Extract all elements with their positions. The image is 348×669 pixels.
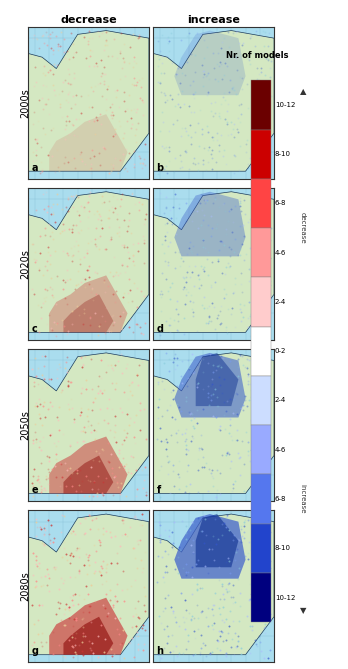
Title: increase: increase — [187, 15, 240, 25]
Text: e: e — [31, 485, 38, 495]
Text: f: f — [157, 485, 161, 495]
Text: 10-12: 10-12 — [275, 595, 295, 601]
Title: decrease: decrease — [60, 15, 117, 25]
Polygon shape — [49, 276, 127, 332]
Polygon shape — [174, 514, 246, 579]
Polygon shape — [63, 456, 113, 494]
Polygon shape — [28, 192, 149, 332]
Polygon shape — [63, 294, 113, 332]
Text: a: a — [31, 163, 38, 173]
Text: 8-10: 8-10 — [275, 545, 291, 551]
Text: d: d — [157, 324, 164, 334]
Text: h: h — [157, 646, 164, 656]
Text: g: g — [31, 646, 39, 656]
Text: 4-6: 4-6 — [275, 250, 286, 256]
Polygon shape — [196, 514, 238, 567]
Polygon shape — [153, 31, 274, 171]
Y-axis label: 2050s: 2050s — [20, 410, 30, 440]
Text: 8-10: 8-10 — [275, 151, 291, 157]
Text: 0-2: 0-2 — [275, 349, 286, 354]
Polygon shape — [49, 114, 127, 171]
Polygon shape — [153, 192, 274, 332]
Text: ▼: ▼ — [300, 607, 306, 615]
Y-axis label: 2080s: 2080s — [20, 571, 30, 601]
Y-axis label: 2020s: 2020s — [20, 249, 30, 279]
Text: ▲: ▲ — [300, 87, 306, 96]
Text: 4-6: 4-6 — [275, 447, 286, 453]
Polygon shape — [174, 353, 246, 417]
Text: 6-8: 6-8 — [275, 201, 286, 207]
Polygon shape — [28, 353, 149, 494]
Text: 2-4: 2-4 — [275, 299, 286, 305]
Text: c: c — [31, 324, 37, 334]
Polygon shape — [28, 31, 149, 171]
Polygon shape — [49, 436, 127, 494]
Polygon shape — [174, 192, 246, 256]
Text: 6-8: 6-8 — [275, 496, 286, 502]
Polygon shape — [28, 514, 149, 655]
Text: 10-12: 10-12 — [275, 102, 295, 108]
Text: increase: increase — [300, 484, 306, 514]
Text: b: b — [157, 163, 164, 173]
Text: 2-4: 2-4 — [275, 397, 286, 403]
Text: decrease: decrease — [300, 212, 306, 244]
Polygon shape — [153, 353, 274, 494]
Polygon shape — [153, 514, 274, 655]
Polygon shape — [49, 597, 127, 655]
Text: Nr. of models: Nr. of models — [226, 52, 289, 60]
Polygon shape — [196, 353, 238, 406]
Y-axis label: 2000s: 2000s — [20, 88, 30, 118]
Polygon shape — [174, 31, 246, 95]
Polygon shape — [63, 617, 113, 655]
